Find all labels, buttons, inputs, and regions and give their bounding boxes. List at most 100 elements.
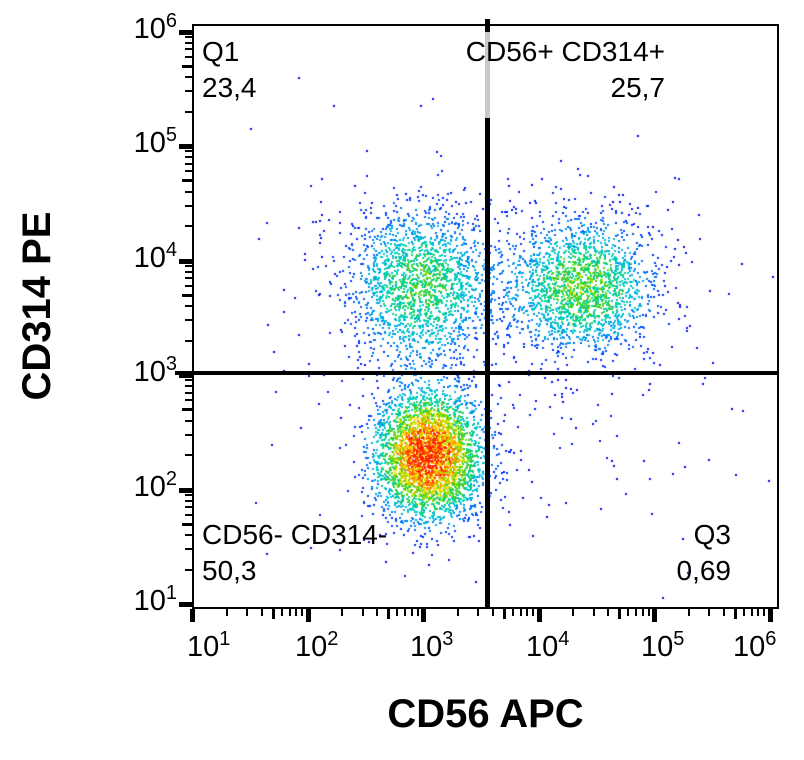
quadrant-label-top-right: CD56+ CD314+ 25,7 xyxy=(466,34,665,106)
y-minor-tick xyxy=(185,399,192,401)
x-major-tick-10^5 xyxy=(652,609,657,622)
tick-label-exponent: 3 xyxy=(165,353,177,375)
x-minor-tick xyxy=(477,609,479,616)
y-minor-tick xyxy=(185,500,192,502)
y-minor-tick xyxy=(185,420,192,422)
tick-label-exponent: 5 xyxy=(165,124,177,146)
x-minor-tick xyxy=(627,609,629,616)
tick-label-base: 10 xyxy=(133,242,166,274)
quadrant-label-bottom-left: CD56- CD314- 50,3 xyxy=(202,517,387,589)
x-tick-label-10^1: 101 xyxy=(187,628,230,667)
x-minor-tick xyxy=(411,609,413,616)
y-minor-tick xyxy=(185,56,192,58)
x-minor-tick xyxy=(618,609,621,619)
x-minor-tick xyxy=(289,609,291,616)
x-minor-tick xyxy=(763,609,765,616)
x-minor-tick xyxy=(272,609,275,619)
y-minor-tick xyxy=(185,225,192,227)
x-minor-tick xyxy=(512,609,514,616)
x-minor-tick xyxy=(572,609,574,616)
y-minor-tick xyxy=(185,434,192,436)
x-major-tick-10^3 xyxy=(421,609,426,622)
x-minor-tick xyxy=(295,609,297,616)
y-tick-label-10^2: 102 xyxy=(134,468,177,507)
y-minor-tick xyxy=(185,392,192,394)
x-minor-tick xyxy=(281,609,283,616)
y-tick-label-10^6: 106 xyxy=(133,10,177,49)
tick-label-base: 10 xyxy=(187,631,220,663)
tick-label-base: 10 xyxy=(133,13,166,45)
x-tick-label-10^4: 104 xyxy=(526,628,570,667)
y-minor-tick xyxy=(185,111,192,113)
y-minor-tick xyxy=(185,277,192,279)
y-major-tick-10^3 xyxy=(179,373,192,378)
y-minor-tick xyxy=(185,454,192,456)
y-minor-tick xyxy=(185,548,192,550)
tick-label-base: 10 xyxy=(133,356,166,388)
x-minor-tick xyxy=(734,609,737,619)
quadrant-name: Q3 xyxy=(693,519,731,550)
x-minor-tick xyxy=(404,609,406,616)
x-tick-label-10^3: 103 xyxy=(410,628,453,667)
x-minor-tick xyxy=(503,609,506,619)
x-minor-tick xyxy=(301,609,303,616)
y-minor-tick xyxy=(185,319,192,321)
y-minor-tick xyxy=(185,265,192,267)
x-major-tick-10^6 xyxy=(768,609,773,622)
quadrant-name: CD56- CD314- xyxy=(202,519,388,550)
y-minor-tick xyxy=(185,494,192,496)
vertical-gate-handle[interactable] xyxy=(485,32,490,118)
y-major-tick-10^5 xyxy=(179,144,192,149)
x-minor-tick xyxy=(341,609,343,616)
tick-label-exponent: 5 xyxy=(673,628,685,650)
x-minor-tick xyxy=(635,609,637,616)
y-tick-label-10^5: 105 xyxy=(133,124,177,163)
x-minor-tick xyxy=(362,609,364,616)
tick-label-base: 10 xyxy=(133,585,166,617)
y-minor-tick xyxy=(185,205,192,207)
x-minor-tick xyxy=(492,609,494,616)
y-minor-tick xyxy=(185,42,192,44)
y-minor-tick xyxy=(185,156,192,158)
tick-label-exponent: 2 xyxy=(165,468,177,490)
y-major-tick-10^4 xyxy=(179,259,192,264)
y-major-tick-10^6 xyxy=(179,30,192,35)
x-minor-tick xyxy=(648,609,650,616)
tick-label-exponent: 4 xyxy=(165,239,177,261)
y-minor-tick xyxy=(185,163,192,165)
horizontal-quadrant-gate-line[interactable] xyxy=(175,371,779,375)
x-major-tick-10^2 xyxy=(306,609,311,622)
x-minor-tick xyxy=(226,609,228,616)
quadrant-percent: 23,4 xyxy=(202,72,257,103)
y-minor-tick xyxy=(185,48,192,50)
x-minor-tick xyxy=(457,609,459,616)
x-minor-tick xyxy=(396,609,398,616)
x-axis-title: CD56 APC xyxy=(387,692,584,736)
y-minor-tick xyxy=(185,379,192,381)
x-minor-tick xyxy=(607,609,609,616)
x-tick-label-10^2: 102 xyxy=(295,628,338,667)
quadrant-name: CD56+ CD314+ xyxy=(465,36,665,67)
tick-label-base: 10 xyxy=(526,631,559,663)
x-minor-tick xyxy=(532,609,534,616)
x-minor-tick xyxy=(520,609,522,616)
y-minor-tick xyxy=(185,76,192,78)
x-minor-tick xyxy=(387,609,390,619)
x-major-tick-10^1 xyxy=(190,609,195,622)
x-minor-tick xyxy=(708,609,710,616)
y-tick-label-10^1: 101 xyxy=(133,582,177,621)
x-minor-tick xyxy=(723,609,725,616)
tick-label-base: 10 xyxy=(410,631,443,663)
y-axis-title: CD314 PE xyxy=(15,211,59,401)
tick-label-base: 10 xyxy=(133,127,166,159)
tick-label-exponent: 4 xyxy=(558,628,570,650)
y-minor-tick xyxy=(185,569,192,571)
y-minor-tick xyxy=(185,150,192,152)
x-minor-tick xyxy=(751,609,753,616)
y-minor-tick xyxy=(185,514,192,516)
quadrant-percent: 0,69 xyxy=(676,555,732,586)
vertical-quadrant-gate-line[interactable] xyxy=(485,19,490,609)
quadrant-percent: 50,3 xyxy=(202,555,257,586)
y-minor-tick xyxy=(185,285,192,287)
quadrant-label-bottom-right: Q3 0,69 xyxy=(677,517,732,589)
